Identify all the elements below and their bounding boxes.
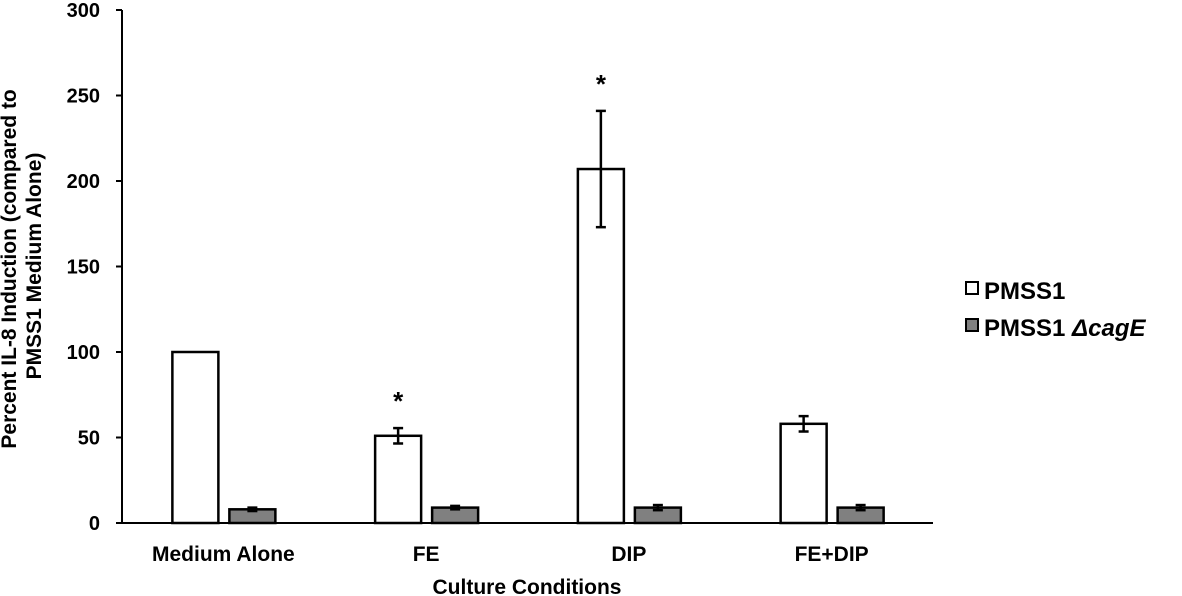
y-tick-label: 150: [67, 257, 100, 279]
bar: [373, 434, 423, 525]
legend-label-italic: ΔcagE: [1071, 315, 1146, 342]
significance-asterisk: *: [393, 386, 404, 416]
x-tick-label: DIP: [611, 543, 646, 566]
y-tick-label: 50: [78, 428, 100, 450]
y-axis-title-line-2: PMSS1 Medium Alone): [23, 153, 46, 380]
y-tick-label: 250: [67, 86, 100, 108]
x-tick-label: FE+DIP: [795, 543, 869, 566]
x-axis-title: Culture Conditions: [433, 576, 622, 596]
y-tick-label: 200: [67, 171, 100, 193]
legend-swatch: [965, 318, 979, 332]
legend-label-text: PMSS1: [984, 278, 1065, 305]
y-tick-label: 100: [67, 342, 100, 364]
error-bars: [247, 109, 866, 513]
bar: [779, 422, 828, 525]
y-tick-label: 0: [89, 513, 100, 535]
legend-label: PMSS1: [984, 278, 1065, 305]
y-tick-label: 300: [67, 0, 100, 22]
y-axis-title: Percent IL-8 Induction (compared to PMSS…: [0, 83, 46, 448]
legend-label: PMSS1 ΔcagE: [984, 315, 1147, 342]
bar: [576, 167, 626, 525]
y-axis-title-line-1: Percent IL-8 Induction (compared to: [0, 89, 21, 448]
annotations: **: [393, 69, 607, 416]
x-tick-label: Medium Alone: [152, 543, 295, 566]
x-axis-tick-labels: Medium Alone FE DIP FE+DIP: [152, 543, 869, 566]
legend-swatch: [965, 281, 979, 295]
y-axis-ticks: 0 50 100 150 200 250 300: [67, 0, 122, 535]
significance-asterisk: *: [596, 69, 607, 99]
x-tick-label: FE: [413, 543, 440, 566]
bar: [171, 350, 220, 525]
legend-label-text: PMSS1: [984, 315, 1072, 342]
bars: [171, 167, 885, 525]
